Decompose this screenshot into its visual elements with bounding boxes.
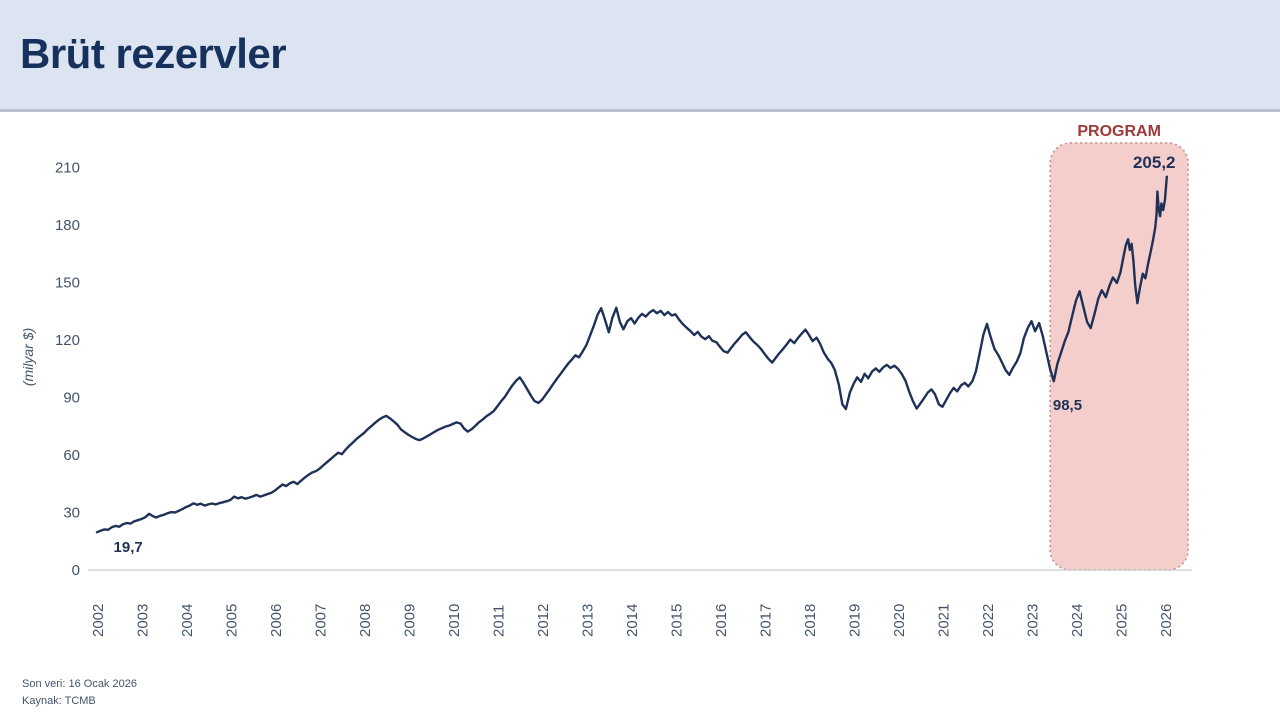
- page-title: Brüt rezervler: [20, 30, 287, 77]
- footnote-last-data: Son veri: 16 Ocak 2026: [22, 678, 137, 690]
- y-tick-label: 30: [63, 505, 80, 522]
- x-tick-label: 2007: [313, 604, 330, 637]
- x-tick-label: 2015: [669, 604, 686, 637]
- x-tick-label: 2002: [90, 604, 107, 637]
- x-tick-label: 2012: [535, 604, 552, 637]
- footnote-source: Kaynak: TCMB: [22, 695, 96, 707]
- x-tick-label: 2009: [402, 604, 419, 637]
- chart-footnote: Son veri: 16 Ocak 2026 Kaynak: TCMB: [22, 676, 137, 710]
- reserves-line: [95, 175, 1168, 534]
- x-tick-label: 2010: [446, 604, 463, 637]
- y-tick-label: 120: [55, 332, 80, 349]
- x-tick-label: 2026: [1158, 604, 1175, 637]
- y-tick-label: 60: [63, 447, 80, 464]
- x-tick-label: 2020: [891, 604, 908, 637]
- annotation-first-value: 19,7: [114, 539, 143, 556]
- x-tick-label: 2024: [1069, 604, 1086, 637]
- y-tick-label: 180: [55, 217, 80, 234]
- y-tick-label: 210: [55, 160, 80, 177]
- x-tick-label: 2021: [936, 604, 953, 637]
- slide-header: Brüt rezervler: [0, 0, 1280, 112]
- annotation-latest-value: 205,2: [1133, 153, 1176, 172]
- x-tick-label: 2016: [713, 604, 730, 637]
- x-tick-label: 2008: [357, 604, 374, 637]
- x-tick-label: 2003: [135, 604, 152, 637]
- x-tick-label: 2006: [268, 604, 285, 637]
- x-tick-label: 2017: [758, 604, 775, 637]
- y-tick-label: 90: [63, 390, 80, 407]
- y-tick-label: 150: [55, 275, 80, 292]
- x-tick-label: 2023: [1025, 604, 1042, 637]
- x-tick-label: 2005: [224, 604, 241, 637]
- x-tick-label: 2022: [980, 604, 997, 637]
- x-tick-label: 2018: [802, 604, 819, 637]
- x-tick-label: 2014: [624, 604, 641, 637]
- y-tick-label: 0: [72, 562, 80, 579]
- x-tick-label: 2019: [847, 604, 864, 637]
- program-region: [1049, 142, 1189, 571]
- x-tick-label: 2025: [1114, 604, 1131, 637]
- x-tick-label: 2013: [580, 604, 597, 637]
- x-tick-label: 2011: [491, 605, 508, 637]
- program-region-label: PROGRAM: [1077, 123, 1161, 140]
- y-axis-title: (milyar $): [20, 328, 36, 386]
- x-tick-label: 2004: [179, 604, 196, 637]
- annotation-trough-value: 98,5: [1053, 397, 1082, 414]
